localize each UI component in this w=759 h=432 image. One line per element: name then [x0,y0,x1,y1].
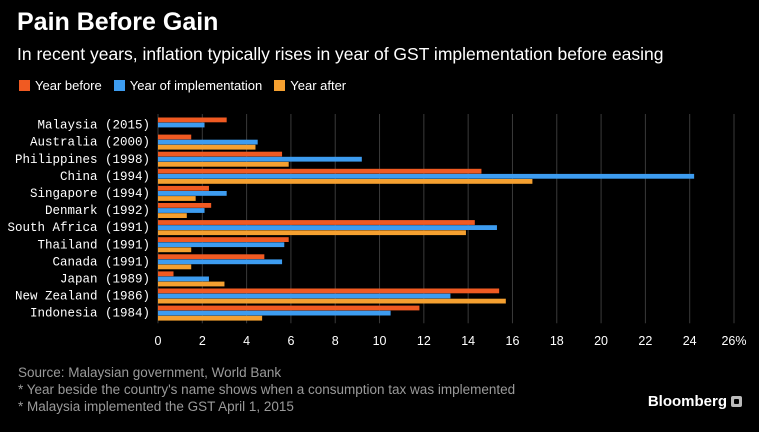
bar [158,247,192,253]
bloomberg-logo: Bloomberg [648,393,742,410]
bar [158,315,263,321]
x-tick-label: 20 [594,334,608,348]
bar [158,264,192,270]
bar [158,122,205,128]
bar [158,156,362,162]
legend-item-year-before: Year before [19,78,102,93]
brand-name: Bloomberg [647,393,727,410]
category-label: Thailand (1991) [37,238,150,252]
legend-swatch-year-before [19,80,30,91]
bar [158,271,174,277]
bar [158,225,497,230]
bar [158,173,695,179]
legend: Year before Year of implementation Year … [19,78,358,93]
category-label: Malaysia (2015) [37,119,150,133]
bar [158,220,475,225]
chart-subtitle: In recent years, inflation typically ris… [17,44,664,64]
category-label: Australia (2000) [30,136,150,150]
chart-title: Pain Before Gain [17,8,219,36]
category-labels: Malaysia (2015) Australia (2000) Philippin… [7,119,150,321]
x-tick-label: 4 [243,334,250,348]
bar [158,208,205,213]
bars [158,117,695,321]
legend-item-year-of: Year of implementation [113,78,263,93]
category-label: Canada (1991) [52,255,150,269]
bar [158,139,258,145]
category-label: New Zealand (1986) [15,290,150,304]
category-label: Japan (1989) [60,272,150,286]
x-tick-label: 2 [199,334,206,348]
footer: Source: Malaysian government, World Bank… [18,364,515,415]
x-tick-label: 24 [683,334,697,348]
x-tick-label: 8 [332,334,339,348]
x-tick-label: 26% [721,334,746,348]
bar [158,259,283,265]
bar [158,161,289,167]
bar [158,281,225,287]
bar [158,213,187,218]
x-tick-label: 22 [638,334,652,348]
x-tick-label: 16 [506,334,520,348]
x-tick-label: 10 [373,334,387,348]
category-label: Indonesia (1984) [30,307,150,321]
bloomberg-mark-icon [731,396,742,407]
category-label: Philippines (1998) [15,153,150,167]
bar [158,185,209,191]
x-tick-label: 6 [287,334,294,348]
bar [158,179,533,184]
source-note: Source: Malaysian government, World Bank [18,365,282,380]
category-label: China (1994) [60,170,150,184]
bar [158,276,209,282]
bar [158,117,227,123]
bar [158,203,212,208]
bar [158,230,466,236]
bar [158,293,451,299]
x-tick-label: 14 [461,334,475,348]
legend-label-year-after: Year after [290,78,347,93]
bar [158,168,482,174]
legend-item-year-after: Year after [274,78,346,93]
x-tick-label: 12 [417,334,431,348]
bar [158,144,256,150]
bar [158,237,289,242]
bar [158,196,196,201]
bar [158,242,285,248]
category-label: South Africa (1991) [7,221,150,235]
category-label: Denmark (1992) [45,204,150,218]
legend-label-year-of: Year of implementation [129,78,263,93]
x-tick-label: 18 [550,334,564,348]
footnote-1: * Year beside the country's name shows w… [18,382,516,397]
x-tick-labels: 0 2 4 6 8 10 12 14 16 18 20 22 24 26% [155,334,747,348]
bar [158,151,283,157]
bar [158,305,420,311]
x-tick-label: 0 [155,334,162,348]
bar [158,134,192,140]
bar [158,298,506,304]
bar [158,288,500,294]
legend-swatch-year-of [113,80,125,91]
legend-label-year-before: Year before [35,78,102,93]
bar [158,191,227,196]
category-label: Singapore (1994) [30,187,150,201]
bar [158,310,391,316]
footnote-2: * Malaysia implemented the GST April 1, … [18,399,294,414]
legend-swatch-year-after [274,80,286,91]
bar [158,254,265,260]
